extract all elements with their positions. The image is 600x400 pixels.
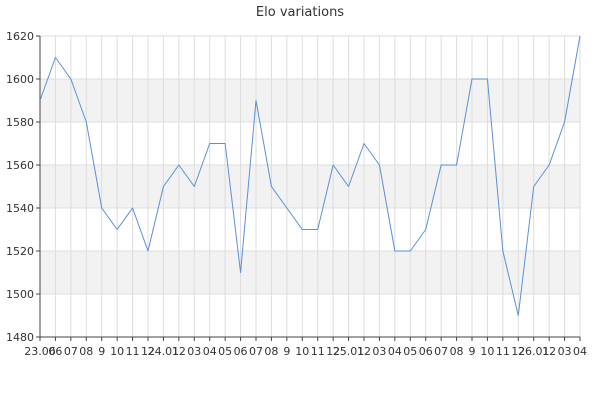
x-tick-label: 25.01 (333, 345, 365, 358)
background-band (40, 251, 580, 294)
x-tick-label: 23.06 (24, 345, 56, 358)
x-tick-label: 06 (419, 345, 433, 358)
background-band (40, 79, 580, 122)
grid-lines (39, 35, 581, 338)
x-tick-label: 9 (469, 345, 476, 358)
x-tick-label: 04 (573, 345, 587, 358)
x-tick-label: 03 (558, 345, 572, 358)
x-tick-label: 08 (264, 345, 278, 358)
x-tick-label: 11 (496, 345, 510, 358)
series-line (39, 35, 581, 316)
x-tick-label: 24.01 (148, 345, 180, 358)
x-tick-label: 05 (403, 345, 417, 358)
x-tick-label: 9 (283, 345, 290, 358)
series-layer (39, 35, 581, 316)
chart-title: Elo variations (256, 5, 344, 20)
x-tick-label: 05 (218, 345, 232, 358)
y-tick-label: 1600 (6, 73, 34, 86)
x-tick-label: 11 (126, 345, 140, 358)
y-tick-label: 1560 (6, 159, 34, 172)
y-tick-label: 1480 (6, 331, 34, 344)
y-tick-label: 1520 (6, 245, 34, 258)
x-tick-label: 04 (388, 345, 402, 358)
y-tick-label: 1540 (6, 202, 34, 215)
x-tick-label: 10 (295, 345, 309, 358)
x-tick-label: 10 (480, 345, 494, 358)
axes (39, 36, 580, 338)
x-tick-label: 06 (48, 345, 62, 358)
y-axis-ticks: 1480 1500 1520 1540 1560 1580 1600 1620 (6, 30, 40, 344)
y-tick-label: 1580 (6, 116, 34, 129)
x-tick-label: 03 (187, 345, 201, 358)
x-tick-label: 07 (249, 345, 263, 358)
x-tick-label: 10 (110, 345, 124, 358)
x-tick-label: 12 (141, 345, 155, 358)
x-tick-label: 12 (172, 345, 186, 358)
x-tick-label: 12 (511, 345, 525, 358)
background-band (40, 165, 580, 208)
x-tick-label: 9 (98, 345, 105, 358)
background-bands (40, 79, 580, 294)
x-tick-label: 03 (372, 345, 386, 358)
x-tick-label: 07 (434, 345, 448, 358)
x-tick-label: 12 (542, 345, 556, 358)
x-tick-label: 04 (203, 345, 217, 358)
x-tick-label: 26.01 (518, 345, 550, 358)
y-tick-label: 1620 (6, 30, 34, 43)
x-tick-label: 12 (357, 345, 371, 358)
y-tick-label: 1500 (6, 288, 34, 301)
x-tick-label: 08 (79, 345, 93, 358)
x-tick-label: 07 (64, 345, 78, 358)
x-tick-label: 08 (450, 345, 464, 358)
x-tick-label: 12 (326, 345, 340, 358)
x-tick-label: 06 (234, 345, 248, 358)
x-tick-label: 11 (311, 345, 325, 358)
